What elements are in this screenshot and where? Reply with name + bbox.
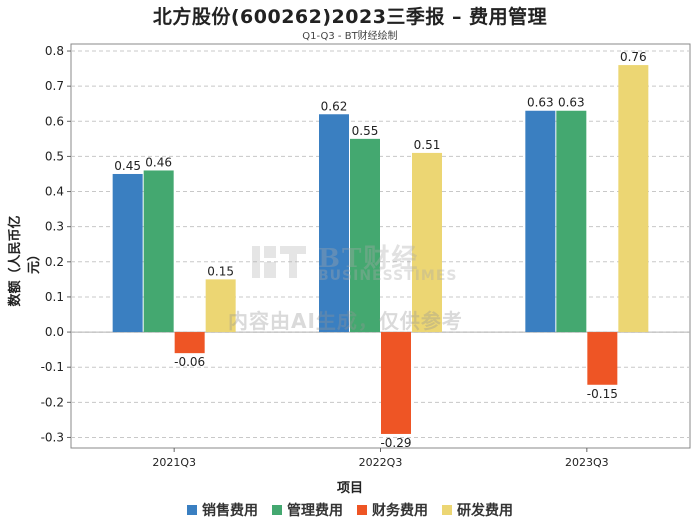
- data-label: -0.06: [174, 355, 205, 369]
- y-tick-label: 0.0: [45, 325, 64, 339]
- bar: [381, 332, 411, 434]
- chart-subtitle: Q1-Q3 - BT财经绘制: [302, 31, 398, 42]
- data-label: -0.29: [380, 436, 411, 450]
- bar: [525, 110, 556, 333]
- x-axis-label: 项目: [336, 481, 363, 496]
- y-tick-label: 0.8: [45, 44, 64, 58]
- y-tick-label: 0.2: [45, 255, 64, 269]
- legend: 销售费用 管理费用 财务费用 研发费用: [0, 500, 700, 520]
- data-label: 0.55: [352, 124, 379, 138]
- bar: [174, 332, 205, 354]
- legend-item-sales[interactable]: 销售费用: [187, 500, 258, 520]
- data-label: 0.51: [414, 138, 441, 152]
- x-tick-label: 2022Q3: [359, 456, 403, 469]
- data-label: 0.15: [207, 264, 234, 278]
- data-label: 0.63: [558, 96, 585, 110]
- bar: [412, 152, 442, 333]
- legend-swatch-finance: [357, 505, 367, 515]
- data-label: -0.15: [587, 387, 618, 401]
- legend-label-admin: 管理费用: [287, 503, 343, 519]
- bar: [319, 114, 349, 333]
- data-label: 0.46: [145, 155, 172, 169]
- y-axis-label: 数额（人民币亿元）: [8, 215, 42, 307]
- watermark-notice: 内容由AI生成，仅供参考: [228, 309, 463, 333]
- y-tick-label: -0.3: [41, 430, 64, 444]
- y-tick-label: 0.6: [45, 114, 64, 128]
- bar: [112, 173, 143, 333]
- legend-swatch-admin: [272, 505, 282, 515]
- data-label: 0.45: [114, 159, 141, 173]
- y-tick-label: 0.5: [45, 149, 64, 163]
- y-tick-label: -0.2: [41, 395, 64, 409]
- data-label: 0.63: [527, 96, 554, 110]
- bar: [587, 332, 618, 385]
- bar: [618, 65, 649, 333]
- legend-swatch-rnd: [442, 505, 452, 515]
- data-label: 0.76: [620, 50, 647, 64]
- legend-label-rnd: 研发费用: [457, 503, 513, 519]
- legend-item-rnd[interactable]: 研发费用: [442, 500, 513, 520]
- x-tick-label: 2021Q3: [152, 456, 196, 469]
- bar: [205, 279, 236, 333]
- y-tick-label: -0.1: [41, 360, 64, 374]
- data-label: 0.62: [321, 99, 348, 113]
- y-tick-label: 0.4: [45, 185, 64, 199]
- x-tick-label: 2023Q3: [565, 456, 609, 469]
- legend-swatch-sales: [187, 505, 197, 515]
- watermark-logo-icon: [252, 246, 306, 278]
- bar: [556, 110, 587, 333]
- legend-item-admin[interactable]: 管理费用: [272, 500, 343, 520]
- y-tick-label: 0.3: [45, 220, 64, 234]
- legend-label-sales: 销售费用: [202, 503, 258, 519]
- bar: [350, 138, 380, 333]
- legend-label-finance: 财务费用: [372, 503, 428, 519]
- chart-title: 北方股份(600262)2023三季报 – 费用管理: [152, 6, 548, 28]
- watermark-brand: BT财经: [318, 244, 420, 274]
- legend-item-finance[interactable]: 财务费用: [357, 500, 428, 520]
- bar: [143, 170, 174, 333]
- plot-area: [70, 43, 691, 449]
- watermark-brand-en: BUSINESSTIMES: [318, 268, 458, 284]
- y-tick-label: 0.1: [45, 290, 64, 304]
- y-tick-label: 0.7: [45, 79, 64, 93]
